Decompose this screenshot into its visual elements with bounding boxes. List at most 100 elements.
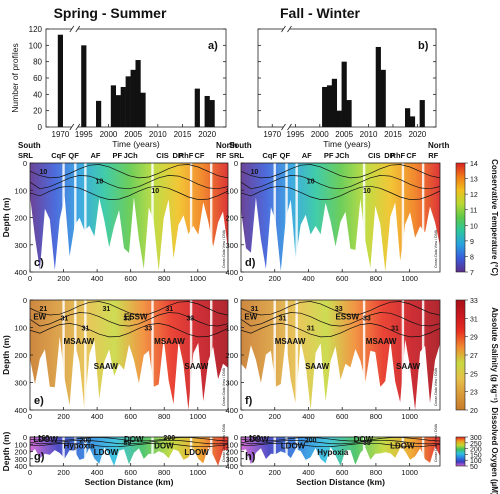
section-gap [84, 163, 87, 272]
bar-panel-b: 1970 1995 2000 2005 2010 2015 2020 b) Time (year… [257, 25, 437, 149]
y-tick-label: 100 [29, 41, 43, 50]
axis-break-top-mask [283, 26, 290, 32]
x-tick-label: 400 [302, 274, 315, 283]
x-tick-label: 400 [91, 274, 104, 283]
contour-label: 31 [102, 306, 110, 313]
bar [375, 46, 381, 127]
section-gap [189, 300, 193, 410]
section-gap [210, 163, 213, 272]
colorbar-tick-label: 9 [470, 239, 474, 246]
colorbar-label: Conservative Temperature (°C) [490, 159, 499, 276]
colorbar: 7 8 9 10 11 12 13 14 Conservative Temperature (°… [455, 159, 499, 277]
feature-label: RF [428, 151, 438, 160]
y-tick-label: 400 [14, 406, 27, 415]
contour-label: 33 [186, 316, 194, 323]
contour-label: 33 [123, 316, 131, 323]
panel-label: d) [245, 257, 256, 269]
y-tick-label: 0 [38, 123, 43, 132]
y-tick-label: 200 [225, 214, 238, 223]
section-gap [84, 300, 87, 410]
watermark: Ocean Data View / DIVA [222, 229, 226, 268]
y-tick-label: 100 [14, 324, 27, 333]
x-axis-label: Section Distance (km) [296, 477, 385, 487]
contour-line [29, 164, 229, 179]
colorbar-tick-label: 300 [470, 435, 482, 442]
water-mass-label: SAAW [94, 362, 118, 371]
contour-label: 10 [151, 188, 159, 195]
section-gap [362, 163, 366, 272]
bar [204, 95, 210, 127]
contour-label: 31 [251, 306, 259, 313]
x-tick-label: 600 [336, 412, 349, 421]
y-tick-label: 200 [225, 351, 238, 360]
water-mass-label: LDOW [33, 435, 58, 444]
contour-label: 33 [144, 325, 152, 332]
bar [140, 92, 146, 127]
contour-line [29, 312, 229, 327]
section-gap [421, 163, 425, 272]
contour-line [240, 442, 441, 448]
colorbar-tick-label: 7 [470, 270, 474, 277]
colorbar-bar [455, 162, 466, 273]
contour-line [29, 185, 229, 200]
panel-label: h) [245, 451, 256, 463]
x-tick-label: 600 [124, 468, 137, 477]
section-field [30, 300, 228, 410]
water-mass-label: MSAAW [64, 337, 95, 346]
north-label: North [428, 141, 449, 150]
section-field [241, 300, 440, 410]
y-tick-label: 300 [14, 455, 27, 464]
contour-line [240, 439, 441, 445]
section-gap [62, 300, 65, 410]
colorbar-bar [455, 299, 466, 411]
water-mass-label: SAAW [396, 362, 420, 371]
y-tick-label: 200 [14, 351, 27, 360]
axis-break-mark [69, 25, 75, 33]
section-gap [62, 163, 65, 272]
water-mass-label: SAAW [184, 362, 208, 371]
contour-line [240, 164, 441, 179]
y-tick-label: 0 [234, 433, 238, 442]
axis-break-mark [75, 123, 81, 131]
water-mass-label: MSAAW [275, 337, 306, 346]
y-tick-label: 0 [234, 159, 238, 168]
x-tick-label: 2010 [360, 130, 378, 139]
y-tick-label: 300 [225, 379, 238, 388]
water-mass-label: ESSW [335, 312, 359, 321]
x-tick-label: 2000 [100, 130, 118, 139]
section-gap [401, 437, 405, 466]
water-mass-label: Hypoxia [64, 442, 96, 451]
section-gap [189, 163, 193, 272]
x-tick-label: 800 [158, 274, 171, 283]
y-tick-label: 300 [14, 241, 27, 250]
bar [209, 100, 215, 127]
contour-label: 160 [38, 435, 50, 442]
panel-label: a) [208, 40, 218, 52]
section-gap [421, 437, 425, 466]
x-tick-label: 800 [370, 468, 383, 477]
feature-label: CIS [156, 151, 169, 160]
colorbar-tick-label: 13 [470, 177, 478, 184]
y-tick-label: 300 [225, 241, 238, 250]
feature-label: CIS [368, 151, 381, 160]
x-tick-label: 200 [57, 412, 70, 421]
section-gap [295, 300, 298, 410]
y-tick-label: 100 [225, 324, 238, 333]
feature-label: RF [216, 151, 226, 160]
section-gap [273, 163, 276, 272]
feature-label: DP [384, 151, 394, 160]
axis-break-mark [287, 25, 292, 33]
y-tick-label: 0 [234, 296, 238, 305]
bar [331, 78, 338, 127]
bar [419, 100, 425, 127]
y-axis-label: Depth (m) [1, 432, 11, 472]
axis-break-top-mask [71, 26, 78, 32]
bar [194, 88, 200, 127]
x-tick-label: 200 [268, 412, 281, 421]
colorbar-tick-label: 23 [470, 390, 478, 397]
y-tick-label: 60 [33, 74, 42, 83]
section-gap [401, 163, 405, 272]
feature-label: PF [324, 151, 334, 160]
feature-label: CF [406, 151, 416, 160]
